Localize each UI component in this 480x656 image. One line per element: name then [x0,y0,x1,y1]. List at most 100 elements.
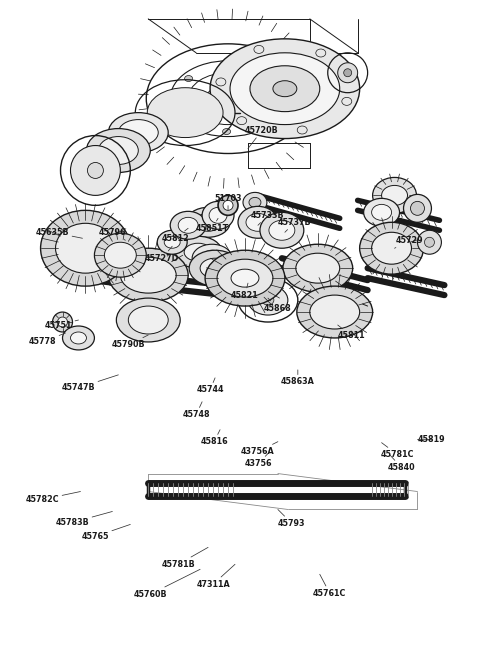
Ellipse shape [86,129,150,173]
Ellipse shape [250,66,320,112]
Ellipse shape [273,81,297,96]
Ellipse shape [71,146,120,195]
Text: 45811: 45811 [338,325,365,340]
Text: 45737B: 45737B [278,218,312,232]
Ellipse shape [41,211,130,286]
Text: 45790B: 45790B [111,335,148,350]
Ellipse shape [297,286,372,338]
Text: 45744: 45744 [196,378,224,394]
Ellipse shape [192,244,232,272]
Ellipse shape [404,194,432,222]
Ellipse shape [217,259,273,297]
Text: 45863A: 45863A [281,370,315,386]
Text: 45729: 45729 [395,236,423,248]
Text: 47311A: 47311A [196,564,235,588]
Text: 45635B: 45635B [36,228,83,238]
Ellipse shape [147,88,223,138]
Text: 45765: 45765 [82,524,130,541]
Ellipse shape [310,295,360,329]
Text: 45747B: 45747B [61,375,119,392]
Ellipse shape [108,248,188,302]
Text: 45727D: 45727D [145,246,180,262]
Ellipse shape [52,312,72,332]
Text: 45720B: 45720B [245,126,279,148]
Ellipse shape [360,222,423,274]
Ellipse shape [95,234,146,277]
Ellipse shape [62,326,95,350]
Ellipse shape [71,332,86,344]
Ellipse shape [296,253,340,283]
Text: 45796: 45796 [98,228,126,240]
Ellipse shape [205,250,285,306]
Ellipse shape [268,112,276,117]
Ellipse shape [108,113,168,152]
Ellipse shape [248,285,288,315]
Ellipse shape [186,207,230,237]
Ellipse shape [87,163,103,178]
Text: 45782C: 45782C [26,491,81,504]
Ellipse shape [189,250,241,286]
Ellipse shape [116,298,180,342]
Ellipse shape [56,223,115,273]
Ellipse shape [200,258,230,278]
Ellipse shape [164,236,180,248]
Ellipse shape [223,129,230,134]
Ellipse shape [238,207,278,238]
Ellipse shape [157,230,187,255]
Ellipse shape [233,64,241,70]
Ellipse shape [249,197,261,207]
Ellipse shape [209,207,227,223]
Ellipse shape [424,237,434,247]
Ellipse shape [185,75,192,81]
Text: 45851T: 45851T [195,218,228,233]
Text: 45812: 45812 [161,228,189,243]
Ellipse shape [243,192,267,213]
Ellipse shape [246,213,270,232]
Ellipse shape [262,295,274,305]
Text: 51703: 51703 [214,194,242,211]
Text: 43756A: 43756A [241,441,278,456]
Ellipse shape [120,257,176,293]
Ellipse shape [231,269,259,287]
Text: 45751: 45751 [45,320,78,329]
Text: 45816: 45816 [200,430,228,446]
Ellipse shape [372,205,392,220]
Ellipse shape [178,217,198,234]
Text: 45760B: 45760B [133,569,200,599]
Text: 45781B: 45781B [161,547,208,569]
Text: 45840: 45840 [388,455,415,472]
Text: 45793: 45793 [278,510,306,528]
Text: 45778: 45778 [29,333,65,346]
Text: 45761C: 45761C [313,574,347,598]
Ellipse shape [184,243,212,261]
Ellipse shape [372,232,411,264]
Text: 43756: 43756 [244,454,272,468]
Ellipse shape [269,220,295,240]
Text: 45868: 45868 [264,298,292,312]
Ellipse shape [210,39,360,138]
Ellipse shape [202,201,234,230]
Ellipse shape [201,250,223,266]
Ellipse shape [170,211,206,239]
Ellipse shape [382,186,408,205]
Ellipse shape [128,306,168,334]
Ellipse shape [179,110,187,115]
Text: 45781C: 45781C [381,443,414,459]
Text: 45821: 45821 [231,283,259,300]
Ellipse shape [230,52,340,125]
Ellipse shape [410,201,424,215]
Ellipse shape [260,213,304,248]
Text: 45819: 45819 [418,435,445,444]
Ellipse shape [338,63,358,83]
Ellipse shape [344,69,352,77]
Ellipse shape [174,236,222,268]
Ellipse shape [223,200,233,211]
Ellipse shape [119,119,158,146]
Ellipse shape [272,87,280,92]
Text: 45748: 45748 [182,401,210,419]
Ellipse shape [98,136,138,165]
Ellipse shape [58,317,68,327]
Ellipse shape [372,177,417,213]
Ellipse shape [364,198,399,226]
Ellipse shape [104,242,136,268]
